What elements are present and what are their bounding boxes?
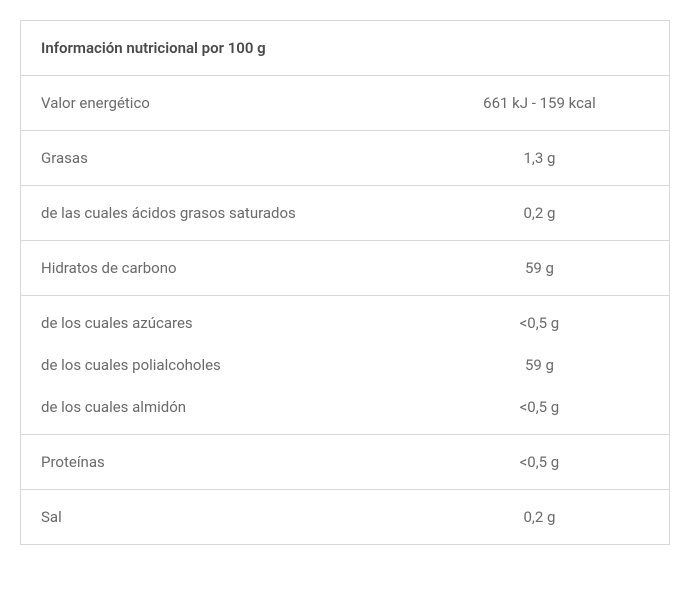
row-label: de los cuales almidón [21,386,410,435]
row-value: 59 g [410,344,670,386]
nutrition-table-body: Información nutricional por 100 g Valor … [21,21,670,545]
table-row: de las cuales ácidos grasos saturados0,2… [21,186,670,241]
row-label: Hidratos de carbono [21,241,410,296]
row-value: <0,5 g [410,386,670,435]
table-row: Hidratos de carbono59 g [21,241,670,296]
row-label: de las cuales ácidos grasos saturados [21,186,410,241]
row-value: 59 g [410,241,670,296]
table-row: Sal0,2 g [21,490,670,545]
table-row: de los cuales polialcoholes59 g [21,344,670,386]
table-row: de los cuales almidón<0,5 g [21,386,670,435]
row-label: Grasas [21,131,410,186]
nutrition-table: Información nutricional por 100 g Valor … [20,20,670,545]
row-label: Valor energético [21,76,410,131]
table-row: de los cuales azúcares<0,5 g [21,296,670,345]
table-row: Grasas1,3 g [21,131,670,186]
row-label: de los cuales polialcoholes [21,344,410,386]
nutrition-table-title: Información nutricional por 100 g [21,21,670,76]
row-label: Proteínas [21,435,410,490]
row-value: <0,5 g [410,296,670,345]
row-label: de los cuales azúcares [21,296,410,345]
row-value: 0,2 g [410,186,670,241]
row-value: <0,5 g [410,435,670,490]
row-value: 661 kJ - 159 kcal [410,76,670,131]
row-value: 1,3 g [410,131,670,186]
row-label: Sal [21,490,410,545]
row-value: 0,2 g [410,490,670,545]
table-row: Proteínas<0,5 g [21,435,670,490]
nutrition-table-header-row: Información nutricional por 100 g [21,21,670,76]
table-row: Valor energético661 kJ - 159 kcal [21,76,670,131]
